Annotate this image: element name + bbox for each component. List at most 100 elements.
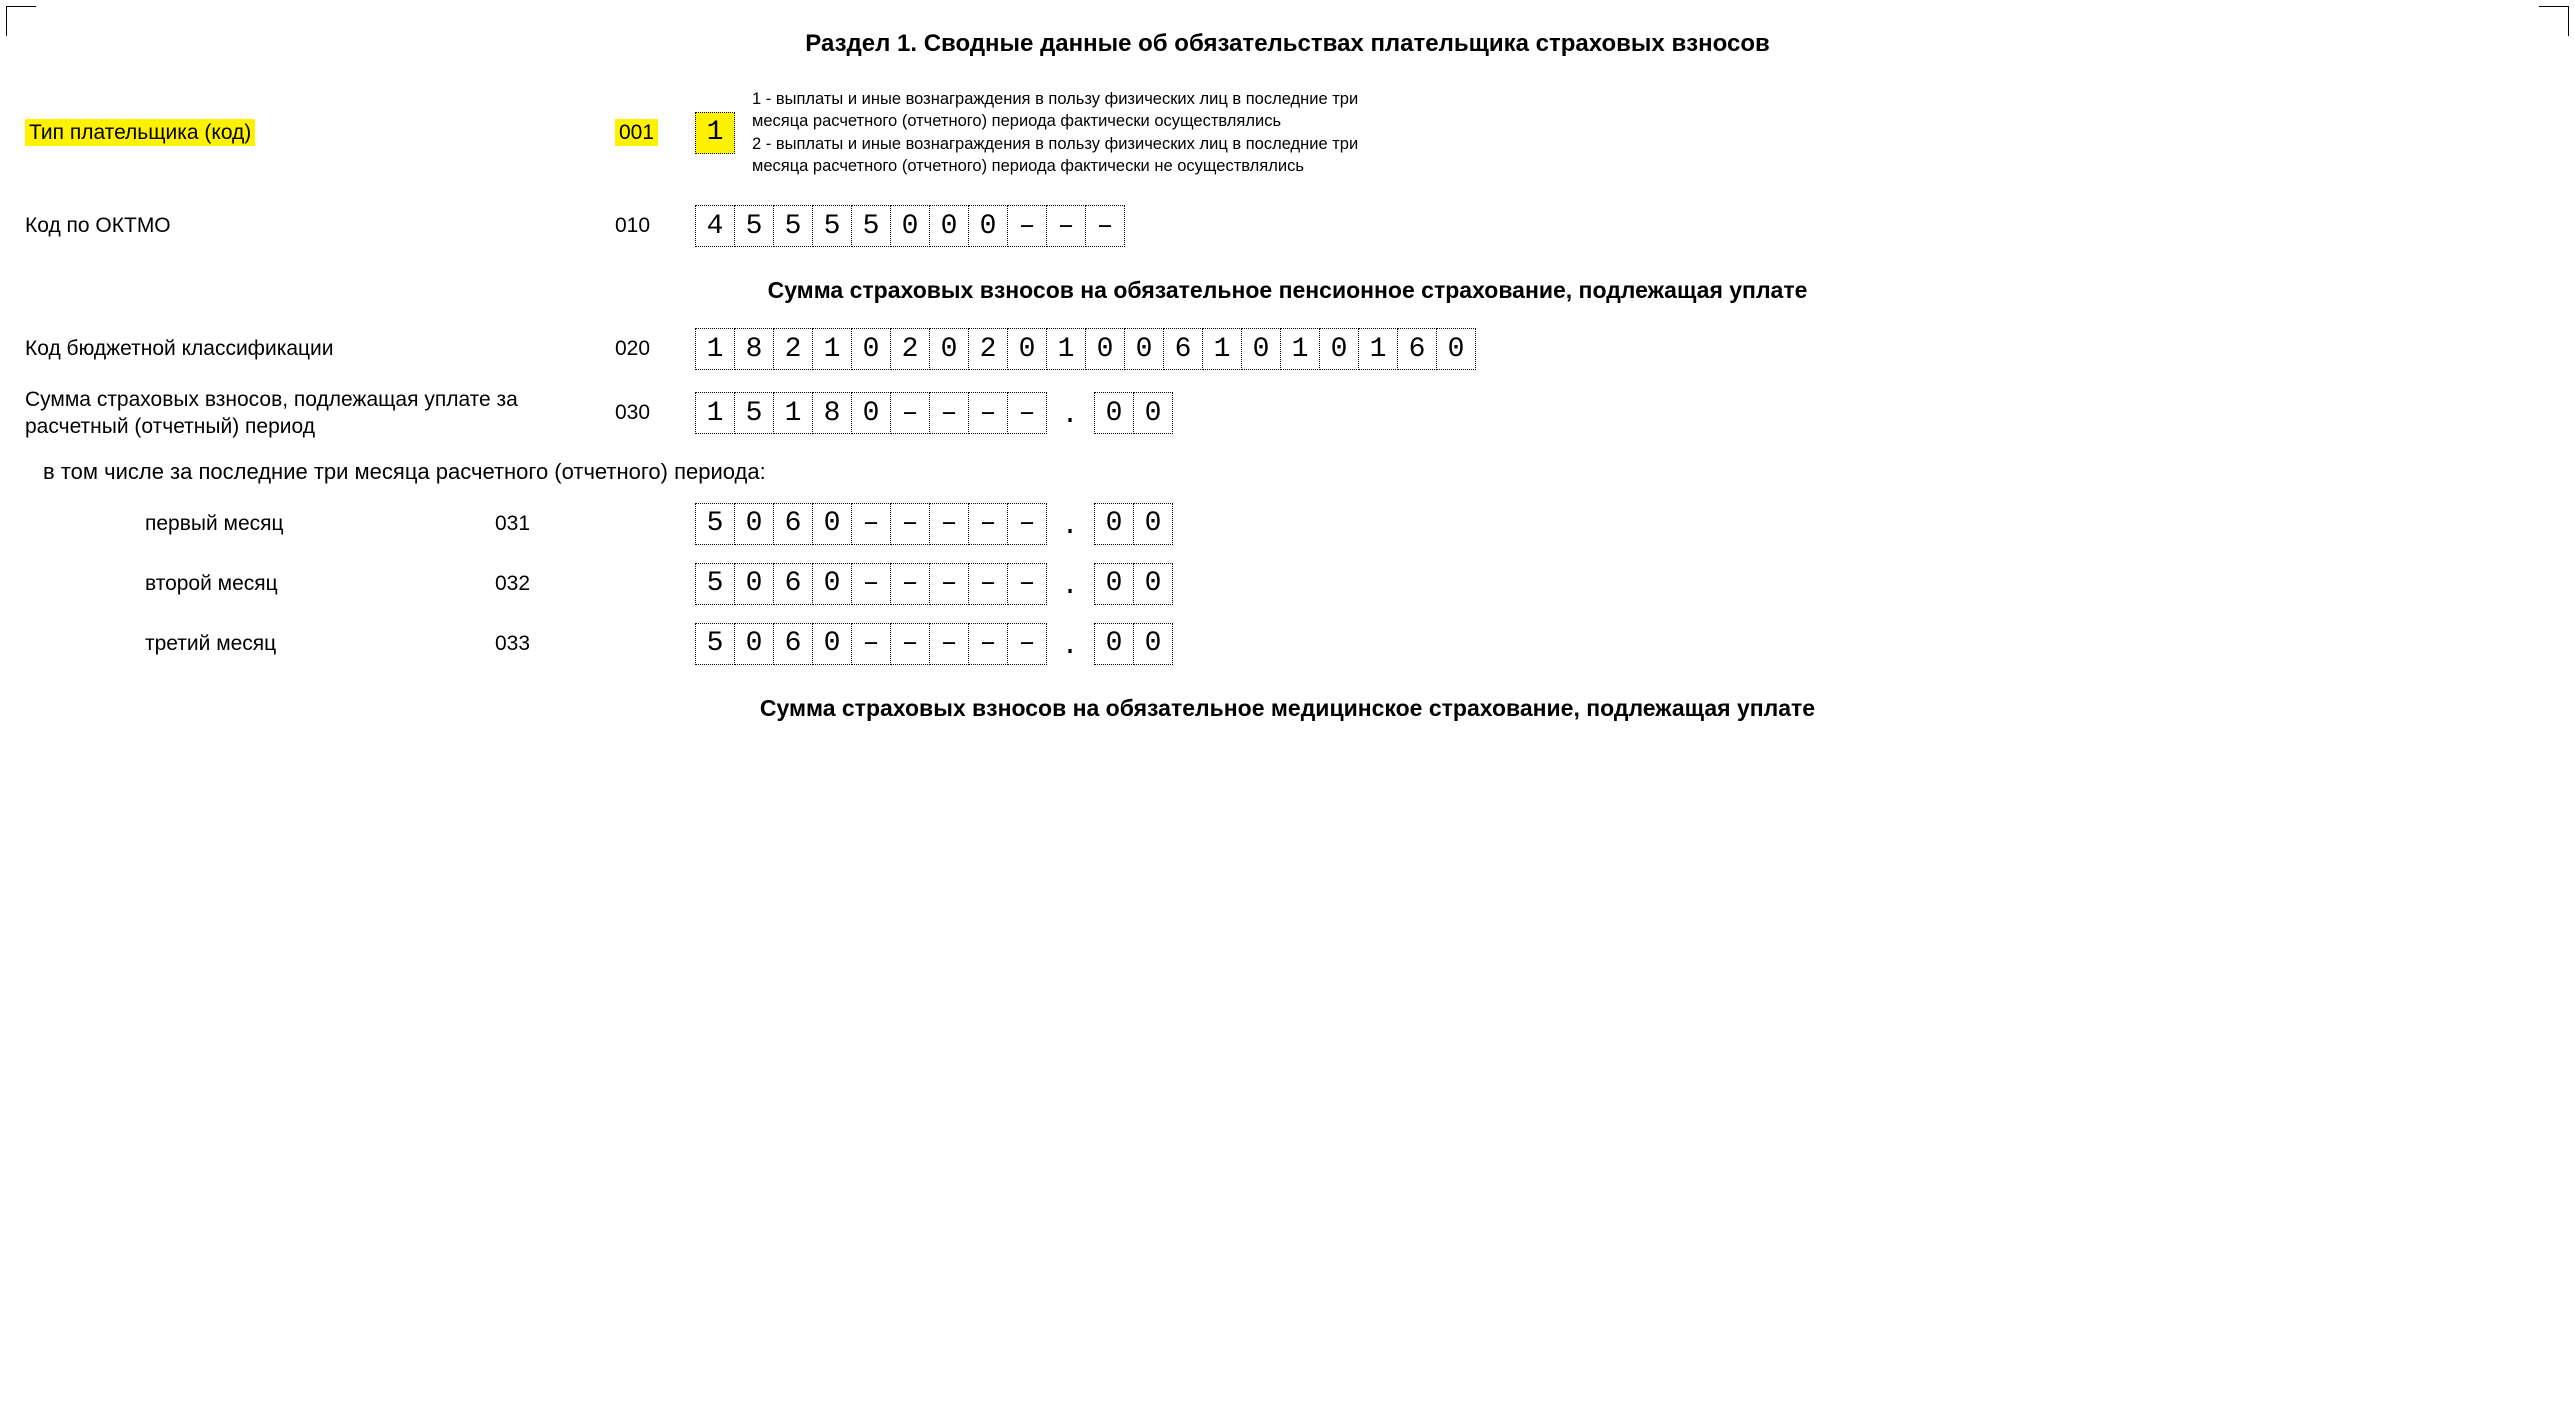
cell: 1	[773, 392, 813, 434]
crop-mark-tr	[2539, 6, 2569, 36]
cells-total: 15180––––.00	[695, 392, 1172, 434]
row-payer-type: Тип плательщика (код) 001 1 1 - выплаты …	[25, 88, 2550, 177]
cell: 2	[968, 328, 1008, 370]
cell: 5	[851, 205, 891, 247]
cell: 5	[695, 503, 735, 545]
cell: 0	[1124, 328, 1164, 370]
section-title: Раздел 1. Сводные данные об обязательств…	[25, 30, 2550, 58]
cell: 6	[773, 623, 813, 665]
cell: 0	[812, 623, 852, 665]
cell: –	[1085, 205, 1125, 247]
row-m3: третий месяц 033 5060–––––.00	[25, 621, 2550, 667]
code-oktmo: 010	[615, 214, 695, 238]
cell: –	[890, 623, 930, 665]
row-total: Сумма страховых взносов, подлежащая упла…	[25, 386, 2550, 441]
cell: 0	[734, 563, 774, 605]
cell: 0	[1007, 328, 1047, 370]
code-payer-type-text: 001	[615, 119, 658, 146]
note-line-1: 1 - выплаты и иные вознаграждения в поль…	[752, 88, 1372, 133]
cell: 0	[1085, 328, 1125, 370]
cell: –	[1007, 392, 1047, 434]
cell: –	[851, 623, 891, 665]
cell: 0	[929, 328, 969, 370]
cell: 0	[1133, 392, 1173, 434]
cell: 0	[851, 392, 891, 434]
cell: 5	[734, 205, 774, 247]
cell: 6	[773, 563, 813, 605]
decimal-dot: .	[1058, 563, 1082, 605]
cell: 0	[1094, 623, 1134, 665]
cell: –	[851, 503, 891, 545]
cell: 0	[1094, 392, 1134, 434]
cell: 0	[929, 205, 969, 247]
cells-payer-type: 1	[695, 112, 734, 154]
cell: –	[890, 392, 930, 434]
code-total: 030	[615, 401, 695, 425]
cell: 0	[812, 503, 852, 545]
cell: 0	[1094, 503, 1134, 545]
subtitle-pension: Сумма страховых взносов на обязательное …	[25, 277, 2550, 304]
cell: –	[968, 503, 1008, 545]
cell: –	[1007, 623, 1047, 665]
cell: 1	[695, 392, 735, 434]
crop-mark-tl	[6, 6, 36, 36]
cell: 6	[773, 503, 813, 545]
cell: 6	[1397, 328, 1437, 370]
cell: –	[1046, 205, 1086, 247]
cell: 0	[812, 563, 852, 605]
cell: 1	[1280, 328, 1320, 370]
cell: 0	[1319, 328, 1359, 370]
cell: 0	[851, 328, 891, 370]
cell: –	[1007, 563, 1047, 605]
cell: 1	[1358, 328, 1398, 370]
cell: –	[929, 563, 969, 605]
note-payer-type: 1 - выплаты и иные вознаграждения в поль…	[752, 88, 1372, 177]
cell: 2	[773, 328, 813, 370]
decimal-dot: .	[1058, 503, 1082, 545]
label-oktmo: Код по ОКТМО	[25, 212, 615, 239]
cell: 1	[1046, 328, 1086, 370]
cell: 1	[695, 112, 735, 154]
code-m2: 032	[495, 572, 695, 596]
cell: 6	[1163, 328, 1203, 370]
sub-note: в том числе за последние три месяца расч…	[43, 459, 2550, 485]
cell: 0	[1133, 503, 1173, 545]
cells-kbk: 18210202010061010160	[695, 328, 1475, 370]
cell: 0	[968, 205, 1008, 247]
cell: 0	[734, 623, 774, 665]
cell: –	[929, 503, 969, 545]
label-m3: третий месяц	[25, 632, 495, 656]
label-m1: первый месяц	[25, 512, 495, 536]
label-m2: второй месяц	[25, 572, 495, 596]
label-kbk: Код бюджетной классификации	[25, 335, 615, 362]
code-payer-type: 001	[615, 121, 695, 145]
cell: –	[968, 392, 1008, 434]
cell: 5	[695, 623, 735, 665]
cell: 0	[1133, 623, 1173, 665]
cell: 5	[695, 563, 735, 605]
decimal-dot: .	[1058, 392, 1082, 434]
cell: 1	[812, 328, 852, 370]
row-kbk: Код бюджетной классификации 020 18210202…	[25, 326, 2550, 372]
cell: –	[929, 623, 969, 665]
cell: 0	[734, 503, 774, 545]
cell: 5	[773, 205, 813, 247]
cell: –	[968, 563, 1008, 605]
subtitle-med: Сумма страховых взносов на обязательное …	[25, 695, 2550, 722]
cell: 1	[1202, 328, 1242, 370]
code-m3: 033	[495, 632, 695, 656]
cell: 0	[1436, 328, 1476, 370]
cell: 0	[1094, 563, 1134, 605]
cell: –	[890, 563, 930, 605]
cells-oktmo: 45555000–––	[695, 205, 1124, 247]
cell: –	[1007, 503, 1047, 545]
cell: 2	[890, 328, 930, 370]
code-m1: 031	[495, 512, 695, 536]
decimal-dot: .	[1058, 623, 1082, 665]
cell: 8	[812, 392, 852, 434]
cell: 1	[695, 328, 735, 370]
cells-m2: 5060–––––.00	[695, 563, 1172, 605]
cell: 0	[890, 205, 930, 247]
cell: –	[890, 503, 930, 545]
code-kbk: 020	[615, 337, 695, 361]
